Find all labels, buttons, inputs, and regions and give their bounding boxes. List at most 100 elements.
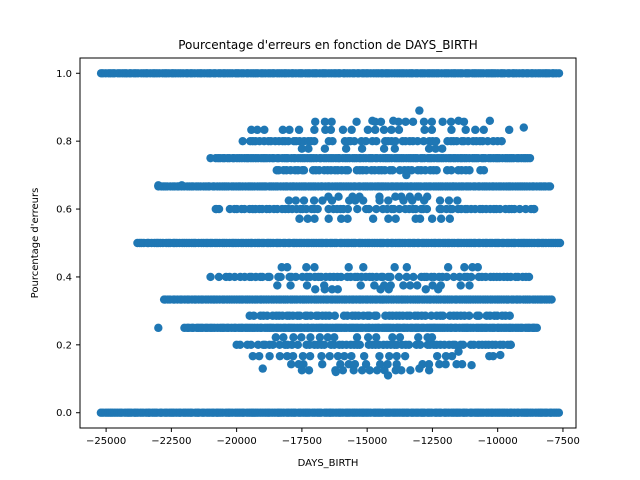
data-point: [445, 214, 455, 223]
data-point: [248, 351, 257, 361]
data-point: [333, 351, 343, 361]
data-point: [330, 311, 340, 320]
data-point: [379, 125, 389, 135]
data-point: [427, 125, 437, 135]
data-point: [359, 351, 369, 361]
data-point: [324, 214, 333, 223]
data-point: [154, 181, 163, 190]
data-point: [318, 360, 327, 369]
data-point: [371, 125, 380, 135]
data-point: [384, 285, 393, 294]
data-point: [334, 192, 343, 201]
data-point: [211, 204, 220, 214]
data-point: [391, 136, 400, 146]
data-point: [340, 351, 349, 361]
data-point: [441, 360, 450, 369]
data-point: [265, 272, 274, 282]
data-point: [310, 263, 319, 272]
y-tick-label: 1.0: [56, 69, 72, 80]
data-point: [206, 153, 215, 163]
data-point: [341, 144, 351, 153]
data-point: [384, 214, 393, 223]
data-point: [363, 333, 373, 342]
data-point: [365, 366, 374, 375]
data-point: [402, 263, 412, 272]
data-point: [384, 196, 393, 205]
data-point: [488, 351, 498, 361]
data-point: [304, 144, 313, 153]
data-point: [284, 196, 294, 205]
data-point: [408, 117, 418, 126]
data-point: [361, 136, 370, 146]
data-point: [519, 123, 528, 132]
data-point: [391, 214, 400, 223]
data-point: [421, 311, 430, 320]
data-point: [444, 196, 454, 205]
data-point: [447, 166, 456, 175]
data-point: [315, 333, 325, 342]
data-point: [405, 192, 415, 201]
data-point: [427, 333, 437, 342]
data-point: [387, 125, 396, 135]
data-point: [289, 333, 298, 342]
data-point: [401, 117, 410, 126]
data-point: [405, 281, 415, 290]
data-point: [177, 181, 187, 190]
data-point: [295, 214, 304, 223]
data-point: [506, 340, 515, 350]
data-point: [310, 136, 319, 146]
data-point: [385, 351, 394, 361]
data-point: [375, 351, 384, 361]
data-point: [333, 285, 342, 294]
data-point: [350, 136, 359, 146]
data-point: [415, 214, 425, 223]
data-point: [376, 117, 386, 126]
data-point: [427, 214, 437, 223]
data-point: [415, 340, 425, 350]
data-point: [485, 116, 495, 126]
data-point: [443, 263, 453, 272]
data-point: [390, 144, 400, 153]
data-point: [372, 366, 382, 375]
data-point: [287, 340, 297, 350]
data-point: [254, 351, 264, 361]
data-point: [297, 333, 306, 342]
data-point: [355, 340, 365, 350]
data-point: [297, 144, 307, 153]
data-point: [303, 214, 312, 223]
data-point: [348, 192, 357, 201]
data-point: [352, 333, 362, 342]
y-tick-label: 0.0: [56, 408, 72, 419]
data-point: [473, 263, 482, 272]
data-point: [397, 366, 406, 375]
data-point: [372, 311, 381, 320]
data-point: [154, 323, 163, 333]
data-point: [278, 125, 288, 135]
x-axis-label: DAYS_BIRTH: [298, 458, 359, 469]
data-point: [436, 214, 446, 223]
data-point: [304, 366, 314, 375]
data-point: [298, 351, 308, 361]
data-point: [435, 360, 444, 369]
data-point: [386, 272, 395, 282]
data-point: [372, 204, 381, 214]
data-point: [422, 192, 432, 201]
data-point: [347, 125, 356, 135]
x-tick-label: −10000: [478, 436, 518, 447]
data-point: [370, 281, 379, 290]
data-point: [306, 333, 315, 342]
x-tick-label: −12500: [412, 436, 452, 447]
data-point: [414, 333, 423, 342]
data-point: [434, 285, 443, 294]
data-point: [454, 347, 463, 356]
data-point: [524, 272, 534, 282]
data-point: [320, 285, 329, 294]
data-point: [299, 166, 309, 175]
data-point: [424, 366, 434, 375]
data-point: [311, 285, 320, 294]
data-point: [397, 192, 406, 201]
data-point: [343, 204, 353, 214]
data-point: [504, 125, 514, 135]
data-point: [427, 117, 437, 126]
